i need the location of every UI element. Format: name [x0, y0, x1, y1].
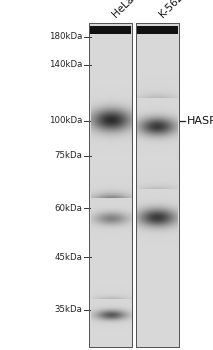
- Bar: [89, 23, 132, 346]
- Text: 180kDa: 180kDa: [49, 32, 82, 41]
- Text: 75kDa: 75kDa: [54, 151, 82, 160]
- Text: HeLa: HeLa: [111, 0, 136, 19]
- Text: HASPIN: HASPIN: [186, 116, 213, 126]
- Bar: [136, 23, 179, 346]
- Bar: [89, 23, 132, 346]
- Text: 45kDa: 45kDa: [54, 253, 82, 262]
- Text: K-562: K-562: [158, 0, 185, 19]
- Text: 60kDa: 60kDa: [54, 204, 82, 213]
- Bar: [90, 26, 131, 34]
- Text: 35kDa: 35kDa: [54, 305, 82, 314]
- Bar: [136, 23, 179, 346]
- Text: 100kDa: 100kDa: [49, 116, 82, 125]
- Bar: [137, 26, 178, 34]
- Text: 140kDa: 140kDa: [49, 60, 82, 69]
